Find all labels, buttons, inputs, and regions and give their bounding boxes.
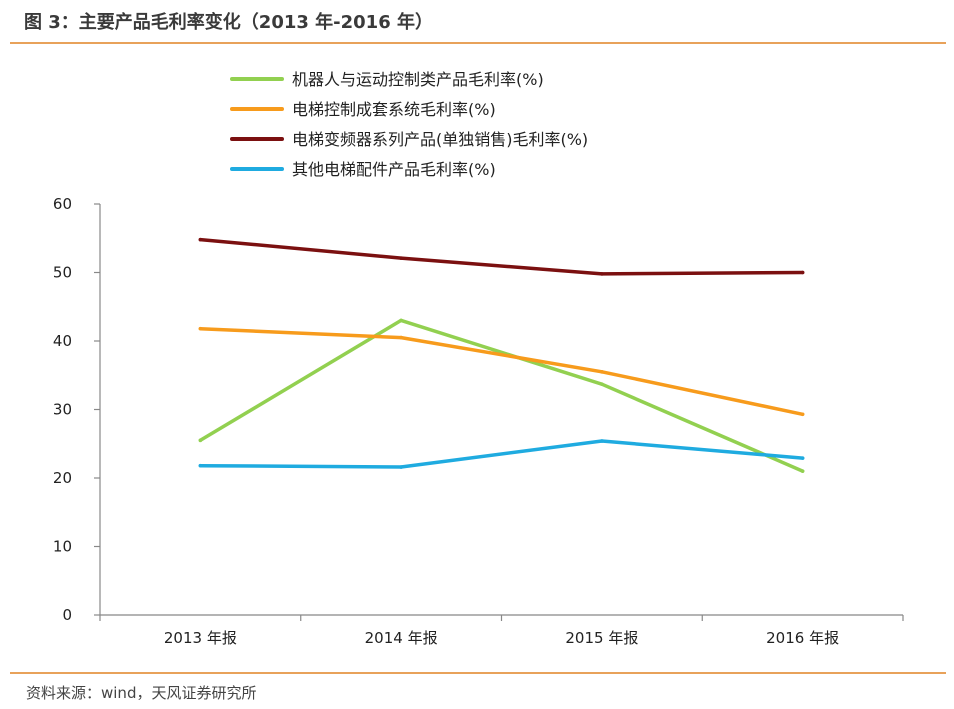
- legend-label-1: 机器人与运动控制类产品毛利率(%): [292, 70, 544, 89]
- series-line-3: [198, 237, 805, 276]
- x-tick-label: 2013 年报: [164, 629, 237, 647]
- legend-label-2: 电梯控制成套系统毛利率(%): [292, 100, 496, 119]
- data-point-2-1: [198, 326, 203, 331]
- data-point-2-2: [399, 335, 403, 340]
- data-point-3-1: [198, 237, 203, 242]
- data-point-3-3: [600, 272, 604, 276]
- y-tick-label: 50: [53, 264, 72, 282]
- series-line-2: [198, 326, 805, 417]
- chart-header: 图 3：主要产品毛利率变化（2013 年-2016 年）: [24, 8, 944, 42]
- data-point-3-2: [399, 256, 403, 260]
- series-line-1: [198, 318, 805, 473]
- footer-divider: [10, 672, 946, 674]
- data-point-2-3: [600, 370, 604, 374]
- data-point-2-4: [800, 412, 805, 417]
- x-tick-label: 2016 年报: [766, 629, 839, 647]
- data-point-4-4: [800, 456, 805, 460]
- line-chart: 机器人与运动控制类产品毛利率(%) 电梯控制成套系统毛利率(%) 电梯变频器系列产品…: [53, 70, 904, 647]
- y-tick-label: 30: [53, 401, 72, 419]
- data-point-4-2: [399, 465, 403, 469]
- figure-title: 图 3：主要产品毛利率变化（2013 年-2016 年）: [24, 12, 433, 33]
- y-tick-label: 60: [53, 195, 72, 213]
- x-tick-label: 2014 年报: [365, 629, 438, 647]
- data-point-1-1: [198, 438, 203, 443]
- legend-label-4: 其他电梯配件产品毛利率(%): [292, 160, 496, 179]
- data-point-1-3: [600, 382, 604, 386]
- header-divider: [10, 42, 946, 44]
- y-tick-label: 20: [53, 469, 72, 487]
- y-tick-label: 10: [53, 538, 72, 556]
- data-point-4-3: [600, 439, 604, 443]
- series-line-4: [198, 439, 805, 469]
- x-tick-label: 2015 年报: [565, 629, 638, 647]
- data-point-1-4: [800, 469, 805, 473]
- data-point-3-4: [800, 270, 805, 275]
- y-tick-label: 0: [62, 606, 72, 624]
- y-tick-label: 40: [53, 332, 72, 350]
- source-note: 资料来源：wind，天风证券研究所: [26, 684, 257, 702]
- data-point-4-1: [198, 463, 203, 468]
- data-point-1-2: [399, 318, 403, 323]
- legend-label-3: 电梯变频器系列产品(单独销售)毛利率(%): [292, 130, 588, 149]
